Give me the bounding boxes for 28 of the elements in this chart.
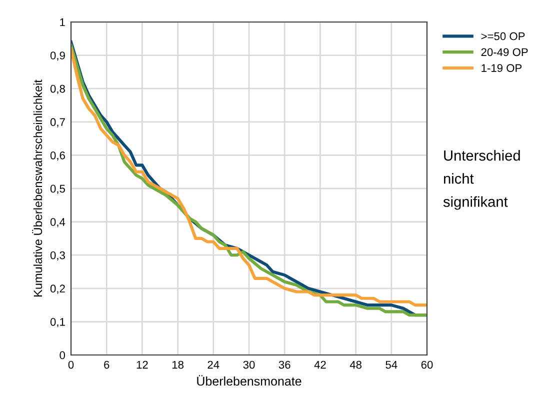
text: Unterschied nicht signifikant	[443, 150, 520, 210]
y-tick-label: 0,9	[50, 52, 65, 61]
x-tick-label: 42	[314, 360, 326, 369]
x-tick-label: 54	[386, 360, 398, 369]
y-tick-label: 0,8	[50, 84, 65, 94]
y-tick-label: 0,1	[50, 318, 65, 328]
y-tick-label: 0,6	[50, 151, 65, 161]
y-tick-label: 1	[60, 18, 65, 26]
legend-label: 1-19 OP	[482, 64, 522, 72]
legend-label: 20-49 OP	[481, 48, 528, 56]
y-tick-label: 0	[60, 351, 66, 360]
x-tick-label: 6	[104, 360, 110, 369]
legend-label: >=50 OP	[481, 32, 525, 40]
y-tick-label: 0,3	[50, 251, 65, 261]
y-tick-label: 0,2	[50, 284, 65, 294]
x-tick-label: 48	[350, 360, 362, 369]
x-tick-label: 12	[136, 360, 148, 369]
x-tick-label: 36	[278, 360, 290, 369]
x-axis-title: Überlebensmonate	[197, 375, 302, 386]
x-tick-label: 18	[172, 360, 184, 369]
x-tick-label: 30	[243, 360, 255, 369]
x-tick-label: 24	[208, 360, 220, 369]
y-tick-label: 0,4	[50, 218, 66, 228]
y-axis-title: Kumulative Überlebenswahrscheinlichkeit	[32, 80, 42, 296]
x-tick-label: 60	[421, 360, 433, 369]
y-tick-label: 0,7	[50, 118, 65, 128]
x-tick-label: 0	[68, 360, 74, 369]
y-tick-label: 0,5	[50, 184, 65, 194]
